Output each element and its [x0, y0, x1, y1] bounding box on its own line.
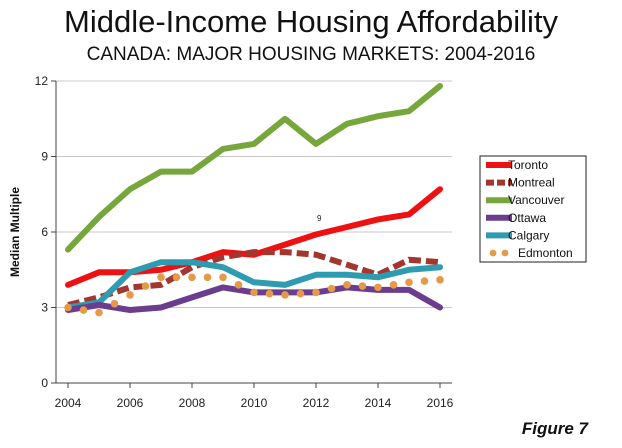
point-edmonton	[79, 306, 88, 314]
point-edmonton	[327, 284, 336, 293]
point-edmonton	[374, 283, 382, 292]
axes	[51, 80, 452, 388]
series-line-calgary	[65, 259, 443, 311]
chart-annotation: 9	[317, 214, 322, 223]
x-tick-label: 2014	[365, 396, 392, 410]
x-tick-label: 2016	[427, 396, 454, 410]
point-edmonton	[250, 288, 258, 297]
point-edmonton	[110, 299, 119, 308]
y-tick-label: 6	[41, 225, 48, 239]
point-edmonton	[312, 288, 320, 297]
point-edmonton	[281, 291, 289, 299]
point-edmonton	[405, 278, 413, 287]
series-line-montreal	[67, 249, 441, 308]
point-edmonton	[436, 276, 444, 284]
point-edmonton	[126, 291, 134, 299]
series-lines	[64, 83, 444, 317]
figure-label: Figure 7	[521, 419, 588, 438]
point-edmonton	[420, 277, 429, 285]
legend-label-montreal: Montreal	[508, 176, 555, 190]
series-line-vancouver	[65, 83, 443, 253]
x-tick-label: 2012	[303, 396, 330, 410]
point-edmonton	[203, 273, 212, 282]
legend-label-vancouver: Vancouver	[508, 193, 564, 207]
point-edmonton	[157, 273, 165, 282]
point-edmonton	[219, 273, 227, 282]
gridlines	[56, 80, 452, 384]
point-edmonton	[296, 289, 305, 298]
point-edmonton	[188, 273, 196, 282]
chart-subtitle: CANADA: MAJOR HOUSING MARKETS: 2004-2016	[86, 44, 536, 65]
point-edmonton	[389, 281, 398, 289]
legend-label-toronto: Toronto	[508, 158, 548, 172]
point-edmonton	[358, 282, 367, 290]
point-edmonton	[234, 281, 243, 289]
legend-label-edmonton: Edmonton	[518, 246, 573, 260]
legend-label-ottawa: Ottawa	[508, 211, 546, 225]
x-tick-label: 2008	[179, 396, 206, 410]
point-edmonton	[64, 303, 72, 312]
y-tick-label: 0	[41, 376, 48, 390]
point-edmonton	[172, 273, 181, 282]
y-tick-label: 9	[41, 150, 48, 164]
point-edmonton	[95, 308, 103, 317]
chart-title: Middle-Income Housing Affordability	[64, 4, 558, 39]
legend-label-calgary: Calgary	[508, 228, 549, 242]
y-tick-label: 12	[35, 74, 49, 88]
x-tick-label: 2004	[55, 396, 82, 410]
x-tick-label: 2010	[241, 396, 268, 410]
x-tick-label: 2006	[117, 396, 144, 410]
legend-swatch-edmonton	[489, 249, 497, 257]
point-edmonton	[265, 289, 274, 298]
tick-labels: 0 3 6 9 12 2004 2006 2008 2010 2012 2014 2016	[35, 74, 454, 410]
y-axis-label: Median Multiple	[8, 187, 22, 277]
y-tick-label: 3	[41, 301, 48, 315]
legend-swatch-edmonton	[501, 249, 509, 257]
point-edmonton	[343, 281, 351, 289]
point-edmonton	[141, 282, 150, 290]
legend: Toronto Montreal Vancouver Ottawa Calgary Edm…	[479, 155, 587, 263]
legend-box	[479, 155, 587, 263]
